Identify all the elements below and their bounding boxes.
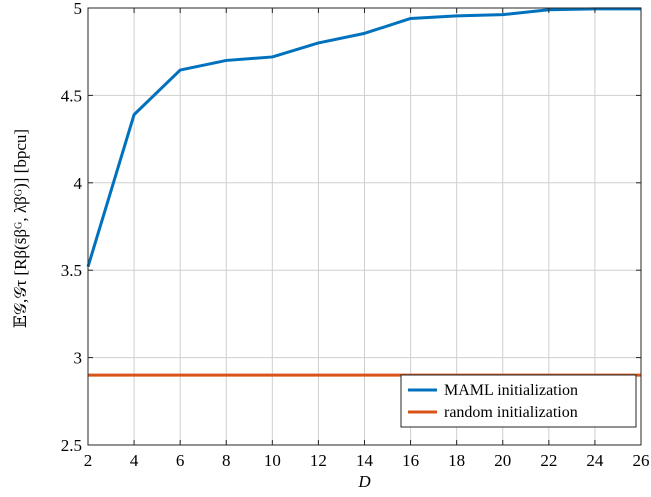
tick-labels: 2 4 6 8 10 12 14 16 18 20 22 24 262.533.544.55 [61, 0, 650, 470]
x-tick-label: 26 [633, 451, 650, 470]
legend-label: random initialization [444, 404, 578, 421]
x-tick-label: 12 [310, 451, 327, 470]
legend: MAML initialization random initialization [400, 374, 637, 428]
legend-box [400, 374, 637, 428]
x-tick-label: 16 [402, 451, 419, 470]
x-tick-label: 6 [176, 451, 185, 470]
x-axis-label: D [357, 472, 371, 491]
y-tick-label: 4.5 [61, 86, 82, 105]
y-tick-label: 2.5 [61, 436, 82, 455]
x-tick-label: 18 [448, 451, 465, 470]
y-tick-label: 5 [74, 0, 83, 18]
x-tick-label: 20 [494, 451, 511, 470]
y-tick-label: 4 [74, 174, 83, 193]
y-tick-label: 3 [74, 349, 83, 368]
y-axis-label: 𝔼𝒢,𝒢τ [Rβ(s̄βᴳ, λ̄βᴳ)] [bpcu] [11, 129, 30, 328]
x-tick-label: 8 [222, 451, 231, 470]
x-tick-label: 4 [130, 451, 139, 470]
y-tick-label: 3.5 [61, 261, 82, 280]
x-tick-label: 22 [540, 451, 557, 470]
x-tick-label: 10 [264, 451, 281, 470]
x-tick-label: 14 [356, 451, 374, 470]
legend-label: MAML initialization [444, 382, 578, 399]
x-tick-label: 24 [586, 451, 604, 470]
x-tick-label: 2 [84, 451, 93, 470]
